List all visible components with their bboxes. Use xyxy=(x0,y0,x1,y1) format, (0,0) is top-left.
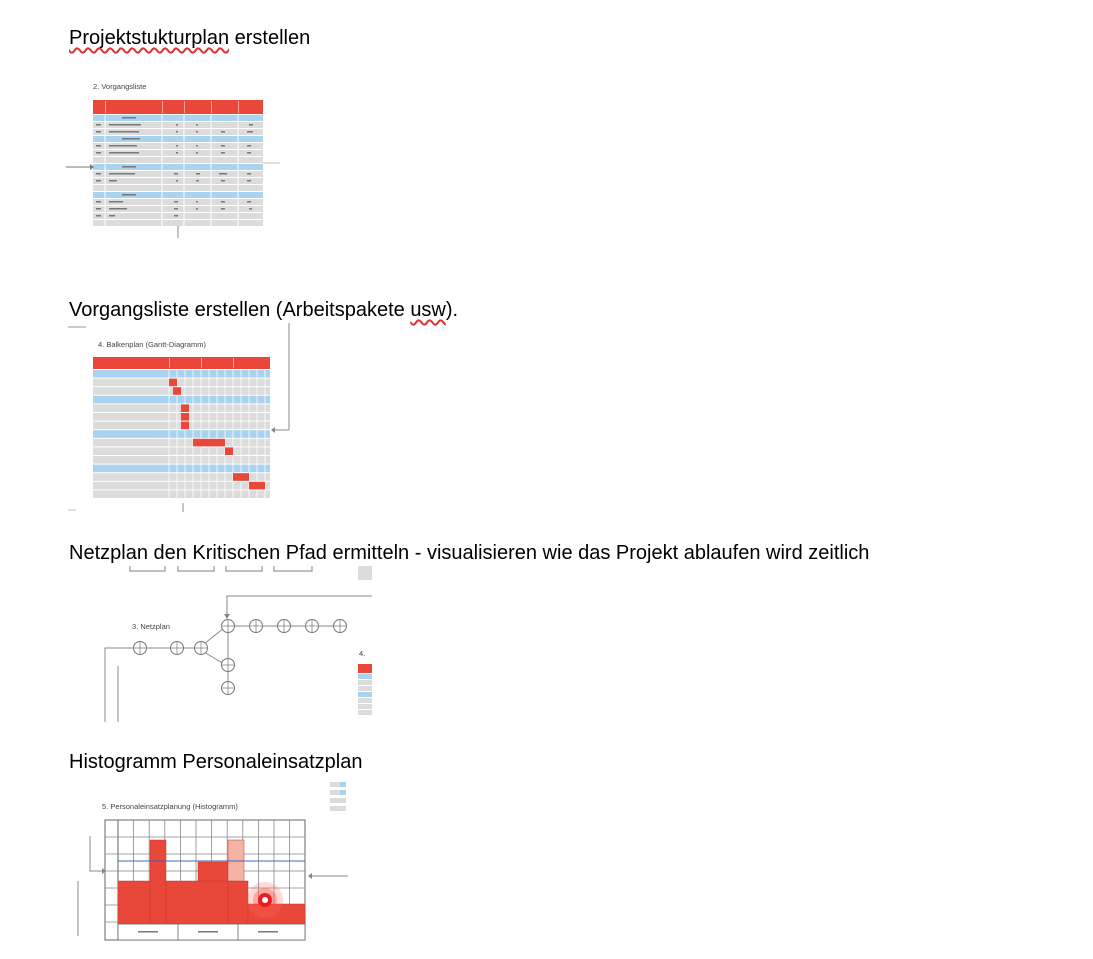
netzplan-node xyxy=(305,619,319,633)
netzplan-node xyxy=(221,681,235,695)
gantt-caption: 4. Balkenplan (Gantt-Diagramm) xyxy=(98,340,206,349)
gantt-figure: 4. Balkenplan (Gantt-Diagramm) xyxy=(68,323,290,512)
netzplan-caption: 3. Netzplan xyxy=(132,622,170,631)
gantt-bars xyxy=(169,378,265,490)
histogramm-caption: 5. Personaleinsatzplanung (Histogramm) xyxy=(102,802,238,811)
gantt-bar xyxy=(181,404,189,412)
gantt-row xyxy=(93,438,270,447)
histogramm-bar xyxy=(117,880,151,925)
gantt-row xyxy=(93,473,270,481)
heading-misspelled-word: Projektstukturplan xyxy=(69,27,230,49)
section-heading-netzplan: Netzplan den Kritischen Pfad ermitteln -… xyxy=(69,542,870,564)
heading-misspelled-word: usw xyxy=(410,299,446,321)
gantt-row xyxy=(93,395,270,404)
gantt-row xyxy=(93,481,270,490)
netzplan-node xyxy=(170,641,184,655)
histogramm-figure: 5. Personaleinsatzplanung (Histogramm) xyxy=(77,782,348,941)
gantt-bar xyxy=(225,447,233,455)
netzplan-side-label: 4. xyxy=(359,649,365,658)
gantt-header xyxy=(93,357,270,369)
section-heading-vorgangsliste: Vorgangsliste erstellen (Arbeitspakete u… xyxy=(69,298,458,322)
section-heading-projektstrukturplan: Projektstukturplan erstellen xyxy=(69,26,310,50)
histogramm-bar xyxy=(165,880,229,925)
click-marker xyxy=(247,882,283,918)
netzplan-node xyxy=(221,658,235,672)
netzplan-nodes xyxy=(133,619,347,695)
gantt-row xyxy=(93,430,270,438)
gantt-bar xyxy=(193,438,225,447)
netzplan-node xyxy=(249,619,263,633)
vorgangsliste-figure: 2. Vorgangsliste xyxy=(66,82,280,238)
netzplan-node xyxy=(277,619,291,633)
netzplan-node xyxy=(133,641,147,655)
gantt-bar xyxy=(233,473,249,481)
heading-text: Vorgangsliste erstellen (Arbeitspakete xyxy=(69,299,411,321)
netzplan-node xyxy=(333,619,347,633)
gantt-bar xyxy=(181,413,189,421)
histogramm-bar xyxy=(197,861,229,882)
histogramm-bar xyxy=(149,839,167,925)
heading-text-rest: ). xyxy=(445,299,459,321)
gantt-bar xyxy=(169,378,177,387)
table-header xyxy=(93,100,263,114)
gantt-row xyxy=(93,447,270,455)
netzplan-node xyxy=(221,619,235,633)
heading-text-rest: erstellen xyxy=(229,27,311,49)
gantt-row xyxy=(93,464,270,473)
vorgangsliste-caption: 2. Vorgangsliste xyxy=(93,82,146,91)
gantt-bar xyxy=(249,481,265,490)
gantt-bar xyxy=(181,421,189,430)
netzplan-node xyxy=(194,641,208,655)
gantt-row xyxy=(93,456,270,464)
gantt-row xyxy=(93,490,270,498)
gantt-bar xyxy=(173,387,181,395)
gantt-row xyxy=(93,387,270,395)
gantt-row xyxy=(93,378,270,387)
histogramm-bar xyxy=(227,880,249,925)
gantt-row xyxy=(93,370,270,378)
netzplan-figure: 3. Netzplan 4. xyxy=(104,566,372,722)
section-heading-histogramm: Histogramm Personaleinsatzplan xyxy=(69,751,363,773)
